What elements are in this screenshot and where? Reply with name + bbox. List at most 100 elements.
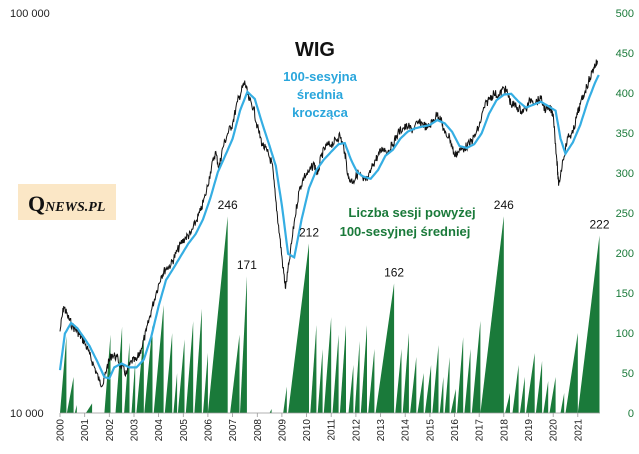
x-tick-label: 2007 xyxy=(228,419,239,442)
x-tick-label: 2019 xyxy=(524,419,535,442)
bar-run xyxy=(543,381,549,413)
bar-run xyxy=(512,365,519,413)
count-label-line-1: Liczba sesji powyżej xyxy=(348,205,475,220)
bar-run xyxy=(560,393,565,413)
bar-run xyxy=(269,409,272,413)
bar-run xyxy=(526,353,535,413)
bar-run xyxy=(173,373,178,413)
bar-run xyxy=(444,357,450,413)
right-tick-label: 150 xyxy=(616,288,634,300)
bar-run xyxy=(323,317,332,413)
bar-run xyxy=(124,342,130,413)
right-tick-label: 300 xyxy=(616,168,634,180)
left-tick-label: 10 000 xyxy=(10,408,44,420)
x-tick-label: 2013 xyxy=(376,419,387,442)
bar-run xyxy=(240,276,247,413)
right-tick-label: 0 xyxy=(628,408,634,420)
bar-run xyxy=(66,377,74,413)
bar-run xyxy=(395,349,402,413)
bar-run xyxy=(432,345,439,413)
x-tick-label: 2005 xyxy=(179,419,190,442)
bar-run xyxy=(519,377,525,413)
bar-run xyxy=(348,365,354,413)
x-tick-label: 2016 xyxy=(450,419,461,442)
bar-run xyxy=(131,361,136,413)
bar-run xyxy=(549,377,556,413)
right-tick-label: 100 xyxy=(616,328,634,340)
bar-run xyxy=(450,389,456,413)
bar-run xyxy=(368,349,375,413)
peak-label: 222 xyxy=(589,217,609,231)
x-tick-label: 2011 xyxy=(327,419,338,441)
x-tick-label: 2006 xyxy=(203,419,214,442)
bar-run xyxy=(505,393,510,413)
bar-run xyxy=(402,333,409,413)
x-tick-label: 2015 xyxy=(425,419,436,442)
ma-label-line-2: średnia xyxy=(297,87,344,102)
bar-run xyxy=(464,349,471,413)
wig-line xyxy=(59,59,598,388)
right-tick-label: 50 xyxy=(622,368,634,380)
x-tick-label: 2002 xyxy=(105,419,116,442)
x-tick-label: 2001 xyxy=(80,419,91,442)
bars-layer xyxy=(60,216,600,413)
x-tick-label: 2014 xyxy=(401,419,412,442)
labels-layer: 246 171 212 162 246 222 xyxy=(218,198,610,279)
bar-run xyxy=(417,373,424,413)
right-tick-label: 500 xyxy=(616,8,634,20)
right-tick-label: 350 xyxy=(616,128,634,140)
bar-run xyxy=(410,357,417,413)
bar-run xyxy=(115,326,123,413)
x-tick-label: 2020 xyxy=(549,419,560,442)
left-tick-label: 100 000 xyxy=(10,8,50,20)
right-tick-label: 400 xyxy=(616,88,634,100)
bar-run xyxy=(136,333,144,413)
bar-run xyxy=(185,321,194,413)
bar-run xyxy=(354,341,360,413)
bar-run xyxy=(104,334,111,413)
x-tick-label: 2021 xyxy=(573,419,584,442)
right-tick-label: 250 xyxy=(616,208,634,220)
logo-rest: NEWS.PL xyxy=(45,200,106,215)
bar-run xyxy=(332,334,339,413)
bar-run xyxy=(177,339,185,413)
bar-run xyxy=(339,325,346,413)
bar-run xyxy=(375,283,395,413)
bar-run xyxy=(565,333,578,413)
bar-run xyxy=(360,325,367,413)
x-tick-label: 2000 xyxy=(56,419,67,442)
right-tick-label: 200 xyxy=(616,248,634,260)
bar-run xyxy=(207,216,228,413)
ma-label-line-1: 100-sesyjna xyxy=(283,69,357,84)
peak-label: 246 xyxy=(494,198,514,212)
chart-title: WIG xyxy=(295,39,335,61)
peak-label: 212 xyxy=(299,225,319,239)
bar-run xyxy=(424,365,432,413)
bar-run xyxy=(288,243,309,413)
x-tick-label: 2017 xyxy=(475,419,486,442)
count-label-line-2: 100-sesyjnej średniej xyxy=(340,224,471,239)
bar-run xyxy=(283,386,287,413)
bar-run xyxy=(74,405,77,413)
ma-line xyxy=(58,74,600,380)
x-tick-label: 2004 xyxy=(154,419,165,442)
bar-run xyxy=(310,325,317,413)
x-tick-label: 2003 xyxy=(130,419,141,442)
x-tick-label: 2010 xyxy=(302,419,313,442)
bar-run xyxy=(577,235,600,413)
bar-run xyxy=(457,337,464,413)
right-tick-label: 450 xyxy=(616,48,634,60)
bar-run xyxy=(471,321,481,413)
x-tick-label: 2008 xyxy=(253,419,264,442)
bar-run xyxy=(230,334,240,413)
bar-run xyxy=(164,333,173,413)
bar-run xyxy=(144,325,153,413)
bar-run xyxy=(317,349,323,413)
x-tick-label: 2012 xyxy=(351,419,362,442)
peak-label: 246 xyxy=(218,198,238,212)
peak-label: 162 xyxy=(384,265,404,279)
logo-q: Q xyxy=(28,191,46,216)
qnews-logo: QNEWS.PL xyxy=(18,184,116,220)
x-tick-label: 2018 xyxy=(499,419,510,442)
